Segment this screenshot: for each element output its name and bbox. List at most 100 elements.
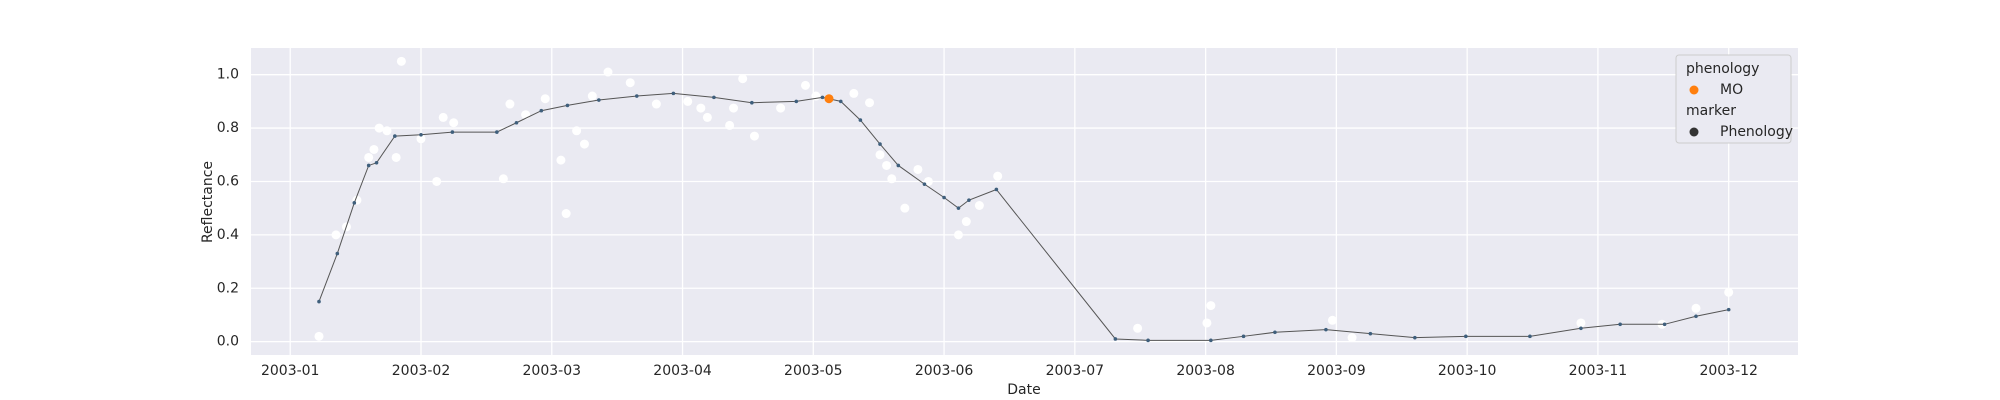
legend-box	[1675, 54, 1792, 144]
scatter-point	[913, 164, 923, 174]
scatter-point	[887, 174, 897, 184]
line-marker	[1726, 307, 1731, 312]
line-marker	[495, 130, 499, 134]
line-marker	[419, 132, 423, 137]
x-tick-label: 2003-07	[1046, 363, 1105, 379]
line-marker	[565, 103, 570, 108]
scatter-point	[382, 126, 392, 136]
line-marker	[956, 206, 961, 210]
scatter-point	[505, 99, 515, 109]
scatter-point	[824, 94, 834, 104]
scatter-point	[1347, 333, 1357, 343]
line-marker	[794, 99, 799, 104]
scatter-point	[683, 96, 693, 106]
x-tick-label: 2003-03	[523, 363, 582, 379]
x-tick-label: 2003-02	[392, 363, 451, 379]
legend: phenology MO marker Phenology	[1675, 54, 1793, 144]
line-marker	[994, 187, 999, 192]
legend-label: MO	[1720, 82, 1743, 98]
scatter-point	[314, 331, 324, 341]
scatter-point	[800, 80, 810, 90]
line-marker	[712, 95, 716, 100]
scatter-point	[702, 112, 712, 122]
scatter-point	[1202, 318, 1212, 328]
y-tick-label: 0.0	[217, 334, 239, 350]
line-marker	[597, 98, 601, 102]
x-tick-label: 2003-09	[1307, 363, 1366, 379]
scatter-point	[749, 131, 759, 141]
scatter-point	[369, 144, 379, 154]
scatter-point	[364, 152, 374, 162]
line-marker	[896, 163, 901, 168]
line-marker	[820, 95, 825, 100]
line-marker	[1618, 322, 1622, 327]
scatter-point	[498, 174, 508, 184]
line-marker	[838, 99, 843, 104]
line-marker	[1146, 338, 1150, 343]
line-marker	[352, 201, 357, 205]
legend-title: marker	[1686, 103, 1736, 119]
line-marker	[1241, 334, 1246, 339]
line-marker	[858, 118, 863, 122]
y-axis-label: Reflectance	[200, 161, 216, 243]
line-marker	[317, 299, 321, 304]
scatter-point	[849, 88, 859, 98]
scatter-point	[331, 230, 341, 240]
line-marker	[539, 108, 544, 113]
legend-marker	[1689, 85, 1699, 95]
scatter-point	[953, 230, 963, 240]
scatter-point	[865, 98, 875, 108]
scatter-point	[625, 78, 635, 88]
line-marker	[335, 251, 340, 256]
x-tick-label: 2003-05	[784, 363, 843, 379]
line-marker	[1113, 337, 1118, 341]
scatter-point	[651, 99, 661, 109]
line-marker	[1324, 327, 1328, 332]
x-tick-label: 2003-11	[1569, 363, 1628, 379]
y-tick-label: 1.0	[217, 67, 239, 83]
scatter-point	[993, 171, 1003, 181]
scatter-point	[1206, 301, 1216, 311]
x-tick-label: 2003-06	[915, 363, 974, 379]
y-tick-label: 0.2	[217, 280, 239, 296]
scatter-point	[1691, 303, 1701, 313]
line-marker	[1464, 334, 1468, 339]
line-marker	[1368, 331, 1373, 336]
x-tick-label: 2003-04	[653, 363, 712, 379]
scatter-point	[776, 103, 786, 113]
line-marker	[1662, 322, 1667, 327]
line-marker	[922, 182, 927, 186]
line-marker	[942, 195, 946, 200]
line-marker	[393, 134, 397, 138]
scatter-point	[587, 91, 597, 101]
scatter-point	[432, 176, 442, 186]
scatter-point	[882, 160, 892, 170]
scatter-point	[961, 217, 971, 227]
scatter-point	[1724, 287, 1734, 297]
scatter-point	[438, 112, 448, 122]
line-marker	[1413, 335, 1417, 340]
scatter-point	[974, 201, 984, 211]
x-tick-label: 2003-12	[1699, 363, 1758, 379]
scatter-point	[900, 203, 910, 213]
y-tick-label: 0.6	[217, 173, 239, 189]
scatter-point	[875, 150, 885, 160]
scatter-point	[738, 74, 748, 84]
line-marker	[1579, 326, 1583, 331]
scatter-point	[603, 67, 613, 77]
line-marker	[1209, 338, 1213, 343]
scatter-point	[449, 118, 459, 128]
legend-title: phenology	[1686, 61, 1759, 77]
y-tick-label: 0.8	[217, 120, 239, 136]
scatter-point	[416, 134, 426, 144]
scatter-point	[540, 94, 550, 104]
scatter-point	[561, 209, 571, 219]
scatter-point	[725, 120, 735, 130]
line-marker	[671, 91, 676, 96]
line-marker	[634, 94, 639, 98]
legend-marker	[1689, 127, 1699, 137]
line-marker	[366, 163, 371, 168]
scatter-point	[374, 123, 384, 133]
